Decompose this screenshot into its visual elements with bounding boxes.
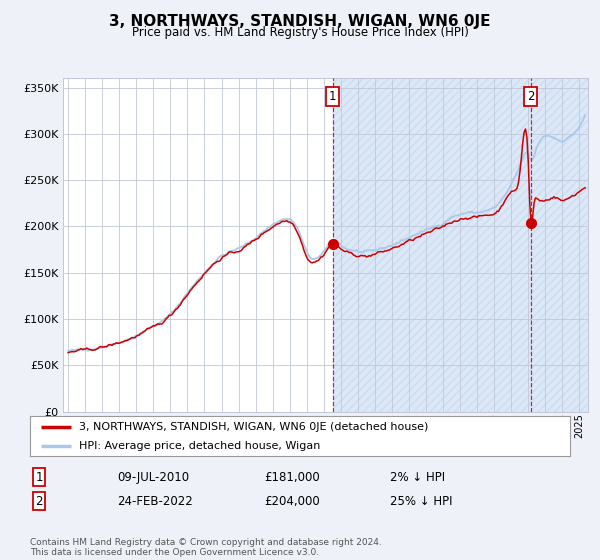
Bar	[332, 78, 588, 412]
Text: 09-JUL-2010: 09-JUL-2010	[117, 470, 189, 484]
Text: 2: 2	[527, 90, 535, 103]
Text: Price paid vs. HM Land Registry's House Price Index (HPI): Price paid vs. HM Land Registry's House …	[131, 26, 469, 39]
Text: £181,000: £181,000	[264, 470, 320, 484]
Text: 25% ↓ HPI: 25% ↓ HPI	[390, 494, 452, 508]
Text: 1: 1	[329, 90, 337, 103]
Text: HPI: Average price, detached house, Wigan: HPI: Average price, detached house, Wiga…	[79, 441, 320, 451]
Text: £204,000: £204,000	[264, 494, 320, 508]
Text: 2% ↓ HPI: 2% ↓ HPI	[390, 470, 445, 484]
Bar	[332, 78, 588, 412]
Text: 24-FEB-2022: 24-FEB-2022	[117, 494, 193, 508]
Text: 2: 2	[35, 494, 43, 508]
Text: 3, NORTHWAYS, STANDISH, WIGAN, WN6 0JE: 3, NORTHWAYS, STANDISH, WIGAN, WN6 0JE	[109, 14, 491, 29]
Text: 3, NORTHWAYS, STANDISH, WIGAN, WN6 0JE (detached house): 3, NORTHWAYS, STANDISH, WIGAN, WN6 0JE (…	[79, 422, 428, 432]
Text: 1: 1	[35, 470, 43, 484]
Text: Contains HM Land Registry data © Crown copyright and database right 2024.
This d: Contains HM Land Registry data © Crown c…	[30, 538, 382, 557]
